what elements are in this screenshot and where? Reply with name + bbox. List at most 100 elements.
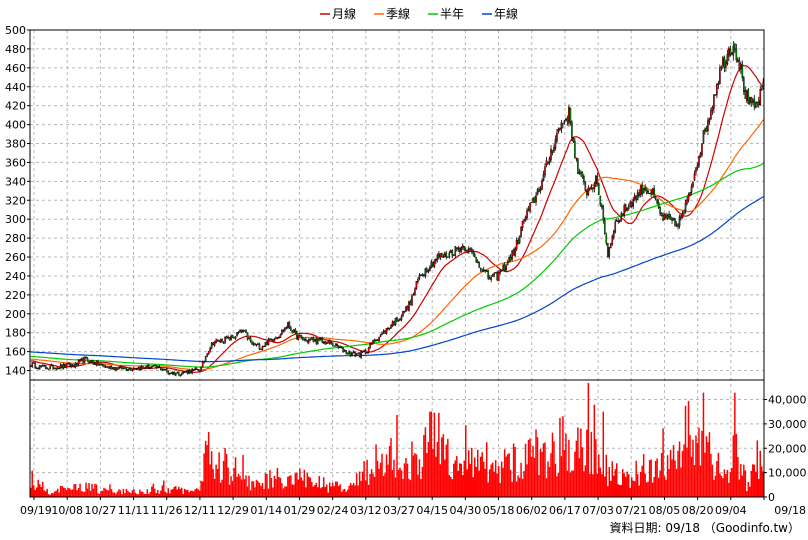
volume-bar xyxy=(569,472,572,497)
candle-body xyxy=(58,367,60,370)
volume-bar xyxy=(399,467,401,497)
price-tick-label: 260 xyxy=(5,251,26,264)
candle-body xyxy=(418,274,421,279)
volume-bar xyxy=(500,461,503,497)
candle-body xyxy=(231,335,234,338)
volume-bar xyxy=(68,488,71,497)
volume-bar xyxy=(716,461,718,497)
volume-bar xyxy=(161,485,164,497)
candle-body xyxy=(145,367,147,369)
candle-body xyxy=(52,364,54,370)
candle-body xyxy=(46,367,48,370)
candle-body xyxy=(225,336,228,339)
price-tick-label: 400 xyxy=(5,119,26,132)
volume-bar xyxy=(445,444,448,497)
candle-body xyxy=(753,98,756,107)
candle-body xyxy=(757,100,760,106)
candle-body xyxy=(466,250,469,253)
volume-bar xyxy=(303,469,306,497)
legend-label: 季線 xyxy=(386,6,410,21)
volume-bar xyxy=(370,469,373,497)
candle-body xyxy=(583,175,585,183)
candle-body xyxy=(197,369,199,371)
candle-body xyxy=(490,277,492,280)
price-tick-label: 220 xyxy=(5,289,26,302)
candle-body xyxy=(234,336,237,339)
candle-body xyxy=(137,367,140,369)
volume-bar xyxy=(175,485,177,497)
candle-body xyxy=(648,192,651,195)
candle-body xyxy=(43,364,45,367)
candle-body xyxy=(343,350,346,352)
candle-body xyxy=(379,334,382,337)
candle-body xyxy=(638,192,640,196)
candle-body xyxy=(580,171,582,174)
volume-bar xyxy=(580,428,582,497)
candle-body xyxy=(279,334,282,338)
volume-bar xyxy=(333,486,335,497)
volume-bar xyxy=(146,489,149,497)
candle-body xyxy=(458,247,461,252)
price-tick-label: 200 xyxy=(5,308,26,321)
volume-bar xyxy=(296,472,298,497)
volume-bar xyxy=(80,491,83,497)
candle-body xyxy=(136,368,138,371)
candle-body xyxy=(228,337,231,341)
volume-bar xyxy=(512,443,515,497)
candle-body xyxy=(626,207,629,211)
candle-body xyxy=(684,202,687,212)
volume-bar xyxy=(97,493,99,497)
candle-body xyxy=(370,343,373,345)
candle-body xyxy=(192,369,195,371)
candle-body xyxy=(276,337,279,339)
volume-bar xyxy=(143,493,146,497)
candle-body xyxy=(94,363,96,366)
volume-bar xyxy=(94,483,96,497)
volume-bar xyxy=(592,474,594,497)
volume-bar xyxy=(749,486,751,497)
candle-body xyxy=(581,172,584,178)
volume-bar xyxy=(659,470,661,497)
volume-bar xyxy=(450,476,452,497)
candle-body xyxy=(168,373,171,375)
candle-body xyxy=(182,371,185,374)
candle-body xyxy=(454,246,457,256)
volume-bar xyxy=(148,493,150,497)
candle-body xyxy=(237,331,240,334)
candle-body xyxy=(352,351,355,354)
candle-body xyxy=(496,272,498,280)
candle-body xyxy=(453,254,455,256)
volume-bar xyxy=(647,481,649,497)
candle-body xyxy=(695,167,697,173)
candle-body xyxy=(505,265,507,271)
volume-bar xyxy=(429,411,431,497)
volume-bar xyxy=(750,470,753,497)
volume-bar xyxy=(276,467,279,497)
candle-body xyxy=(677,224,679,228)
candle-body xyxy=(363,350,365,352)
volume-bar xyxy=(632,480,634,497)
volume-bar xyxy=(403,463,406,497)
candle-body xyxy=(372,339,374,344)
volume-bar xyxy=(418,459,421,497)
volume-bar xyxy=(677,450,679,497)
volume-bar xyxy=(529,438,531,497)
candle-body xyxy=(154,364,156,366)
volume-bar xyxy=(46,488,48,497)
volume-bar xyxy=(122,488,125,497)
candle-body xyxy=(140,366,143,371)
moving-average-line xyxy=(30,196,764,363)
volume-bar xyxy=(151,486,153,497)
volume-bar xyxy=(56,488,59,497)
price-tick-label: 360 xyxy=(5,156,26,169)
candle-body xyxy=(693,173,696,181)
volume-bar xyxy=(656,458,658,497)
candle-body xyxy=(270,338,273,341)
candle-body xyxy=(340,347,343,349)
volume-bar xyxy=(364,480,367,497)
volume-bar xyxy=(387,464,389,497)
volume-bar xyxy=(654,460,657,497)
candle-body xyxy=(668,213,670,218)
volume-bar xyxy=(210,451,213,497)
volume-bar xyxy=(191,490,193,497)
